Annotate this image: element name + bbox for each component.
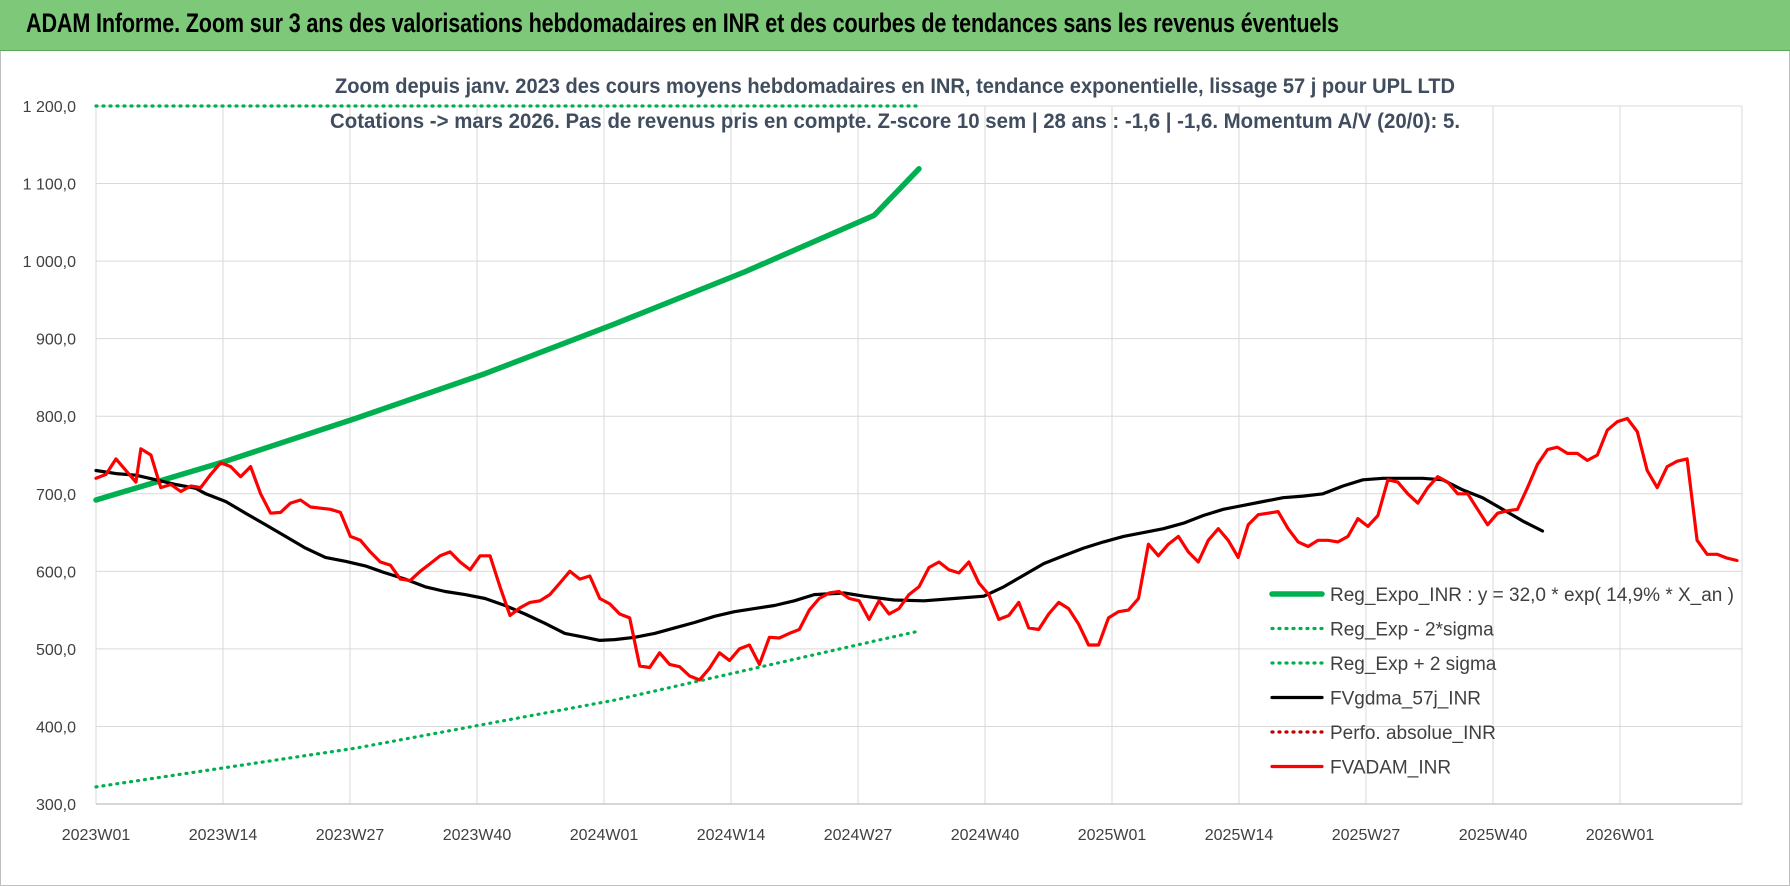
x-tick-label: 2024W40 (951, 827, 1020, 844)
x-tick-label: 2023W27 (316, 827, 385, 844)
header-bar: ADAM Informe. Zoom sur 3 ans des valoris… (0, 0, 1790, 51)
trend-line-series (93, 166, 922, 503)
y-tick-label: 900,0 (36, 332, 76, 349)
y-tick-label: 1 000,0 (23, 254, 76, 271)
legend-label: Reg_Expo_INR : y = 32,0 * exp( 14,9% * X… (1330, 585, 1734, 606)
y-tick-label: 1 100,0 (23, 177, 76, 194)
x-tick-label: 2025W27 (1332, 827, 1401, 844)
x-tick-label: 2023W14 (189, 827, 258, 844)
x-tick-label: 2024W14 (697, 827, 766, 844)
y-tick-label: 500,0 (36, 642, 76, 659)
chart-subtitle: Cotations -> mars 2026. Pas de revenus p… (330, 110, 1460, 133)
x-tick-label: 2025W14 (1205, 827, 1274, 844)
y-tick-label: 400,0 (36, 719, 76, 736)
y-tick-label: 800,0 (36, 409, 76, 426)
legend-label: Reg_Exp - 2*sigma (1330, 620, 1494, 641)
y-tick-label: 700,0 (36, 487, 76, 504)
legend: Reg_Expo_INR : y = 32,0 * exp( 14,9% * X… (1269, 585, 1734, 779)
y-tick-label: 600,0 (36, 564, 76, 581)
header-title: ADAM Informe. Zoom sur 3 ans des valoris… (26, 8, 1339, 38)
legend-label: FVgdma_57j_INR (1330, 689, 1481, 710)
lower-band-series (94, 629, 921, 789)
chart-title: Zoom depuis janv. 2023 des cours moyens … (335, 75, 1455, 98)
x-tick-label: 2026W01 (1586, 827, 1655, 844)
y-tick-label: 1 200,0 (23, 99, 76, 116)
fvadam-series (94, 416, 1739, 682)
x-tick-label: 2025W01 (1078, 827, 1147, 844)
tick-label-layer: 300,0 400,0 500,0 600,0 700,0 800,0 900,0 1 000… (23, 99, 1655, 844)
x-tick-label: 2023W01 (62, 827, 131, 844)
y-tick-label: 300,0 (36, 797, 76, 814)
legend-label: Reg_Exp + 2 sigma (1330, 654, 1497, 675)
grid-layer (95, 105, 1743, 805)
fvgdma-series (94, 468, 1545, 642)
legend-label: Perfo. absolue_INR (1330, 723, 1496, 744)
x-tick-label: 2025W40 (1459, 827, 1528, 844)
series-layer (93, 104, 1739, 789)
x-tick-label: 2023W40 (443, 827, 512, 844)
x-tick-label: 2024W27 (824, 827, 893, 844)
legend-label: FVADAM_INR (1330, 758, 1451, 779)
x-tick-label: 2024W01 (570, 827, 639, 844)
